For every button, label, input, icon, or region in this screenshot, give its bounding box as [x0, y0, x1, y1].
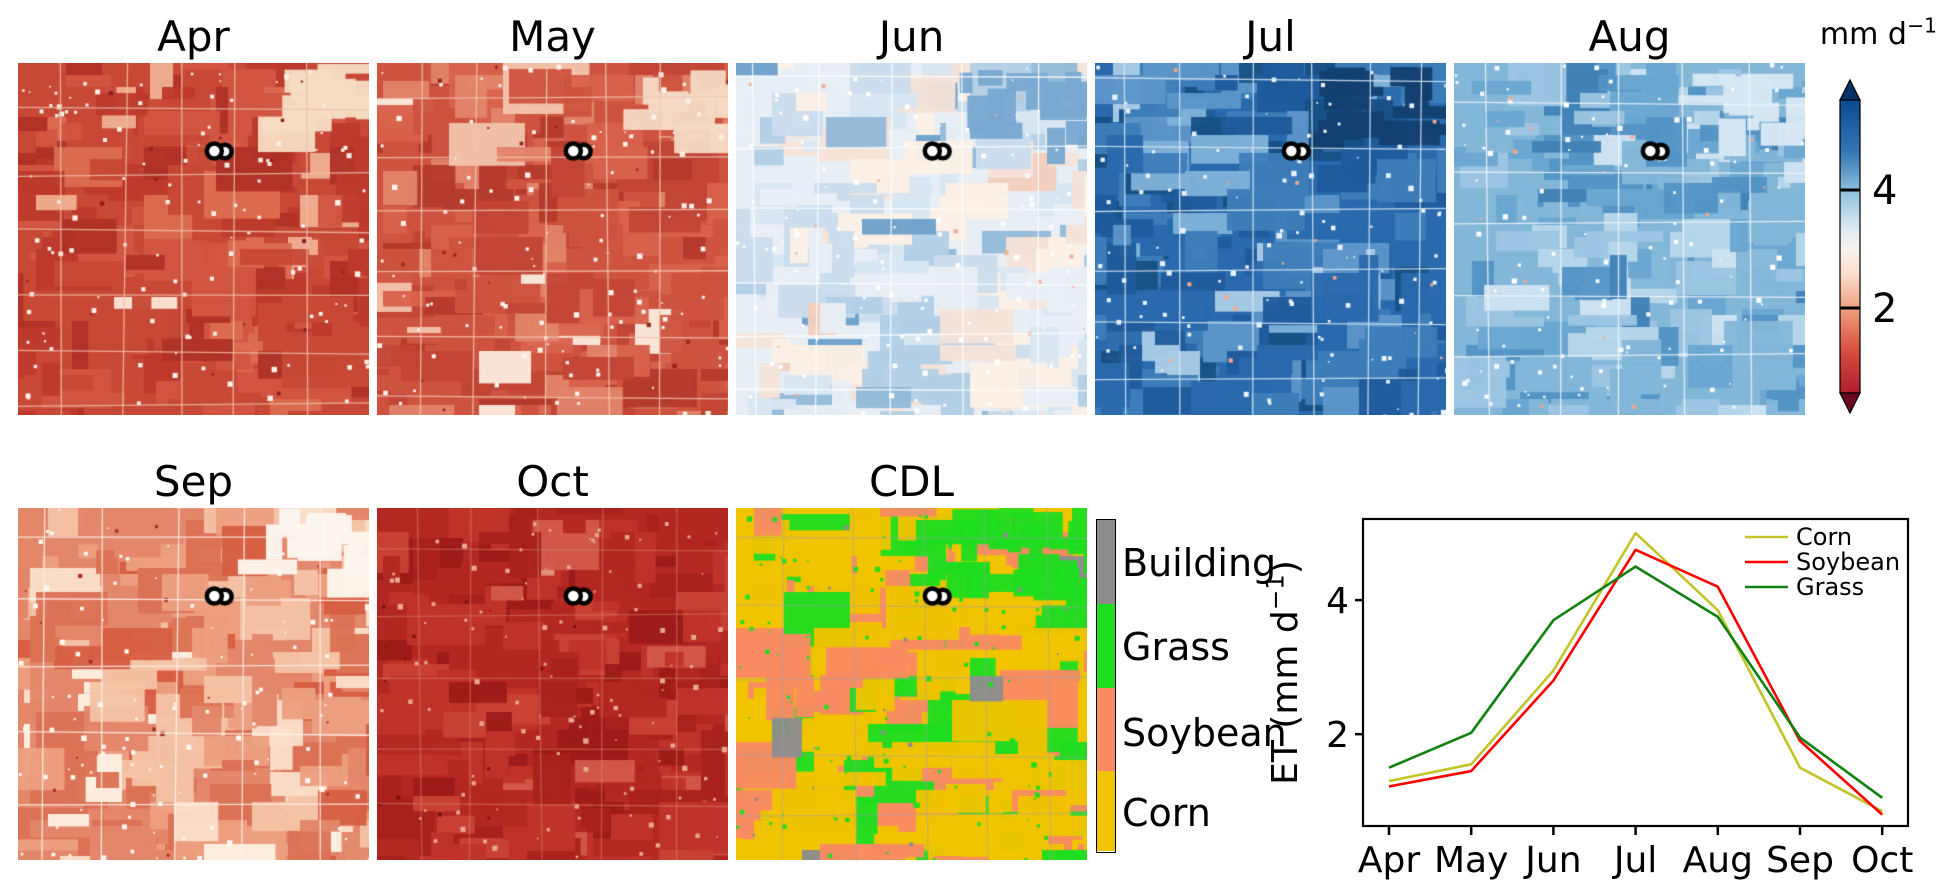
- svg-text:May: May: [1434, 840, 1508, 881]
- et-map-aug: [1454, 63, 1805, 415]
- map-panel-jun: Jun: [736, 13, 1087, 415]
- cdl-swatch-corn: [1097, 771, 1115, 851]
- panel-title-cdl: CDL: [868, 457, 955, 506]
- svg-text:Sep: Sep: [1766, 840, 1834, 881]
- panel-title-jul: Jul: [1245, 12, 1296, 61]
- cdl-swatch-soybean: [1097, 688, 1115, 771]
- svg-text:ET (mm d−1): ET (mm d−1): [1260, 560, 1306, 785]
- panel-title-aug: Aug: [1588, 12, 1671, 61]
- map-panel-may: May: [377, 13, 728, 415]
- panel-title-sep: Sep: [153, 457, 234, 506]
- cdl-legend-bar: [1096, 519, 1116, 853]
- et-map-jul: [1095, 63, 1446, 415]
- panel-title-jun: Jun: [878, 12, 945, 61]
- map-panel-sep: Sep: [18, 458, 369, 860]
- svg-text:Aug: Aug: [1683, 840, 1753, 881]
- panel-title-oct: Oct: [516, 457, 589, 506]
- svg-text:Jun: Jun: [1523, 840, 1581, 881]
- cdl-label-grass: Grass: [1122, 625, 1230, 669]
- svg-text:Apr: Apr: [1358, 840, 1420, 881]
- map-panel-cdl: CDL: [736, 458, 1087, 860]
- et-map-apr: [18, 63, 369, 415]
- et-map-jun: [736, 63, 1087, 415]
- svg-text:4: 4: [1326, 581, 1349, 622]
- map-panel-aug: Aug: [1454, 13, 1805, 415]
- svg-text:Oct: Oct: [1851, 840, 1913, 881]
- et-map-oct: [377, 508, 728, 860]
- map-panel-jul: Jul: [1095, 13, 1446, 415]
- svg-text:Corn: Corn: [1796, 523, 1852, 551]
- map-panel-apr: Apr: [18, 13, 369, 415]
- cdl-label-corn: Corn: [1122, 791, 1211, 835]
- map-panel-oct: Oct: [377, 458, 728, 860]
- svg-text:Jul: Jul: [1612, 840, 1657, 881]
- svg-text:2: 2: [1872, 286, 1897, 332]
- et-map-sep: [18, 508, 369, 860]
- svg-text:4: 4: [1872, 168, 1897, 214]
- cdl-swatch-grass: [1097, 604, 1115, 688]
- svg-text:2: 2: [1326, 715, 1349, 756]
- svg-text:mm d−1: mm d−1: [1820, 14, 1937, 52]
- cdl-label-building: Building: [1122, 541, 1277, 585]
- panel-title-apr: Apr: [157, 12, 230, 61]
- cdl-label-soybean: Soybean: [1122, 711, 1287, 755]
- cdl-swatch-building: [1097, 520, 1115, 604]
- panel-title-may: May: [509, 12, 596, 61]
- svg-text:Grass: Grass: [1796, 573, 1864, 601]
- et-map-may: [377, 63, 728, 415]
- et-colorbar: 4 2 mm d−1: [1820, 14, 1937, 415]
- cdl-map: [736, 508, 1087, 860]
- svg-text:Soybean: Soybean: [1796, 548, 1900, 576]
